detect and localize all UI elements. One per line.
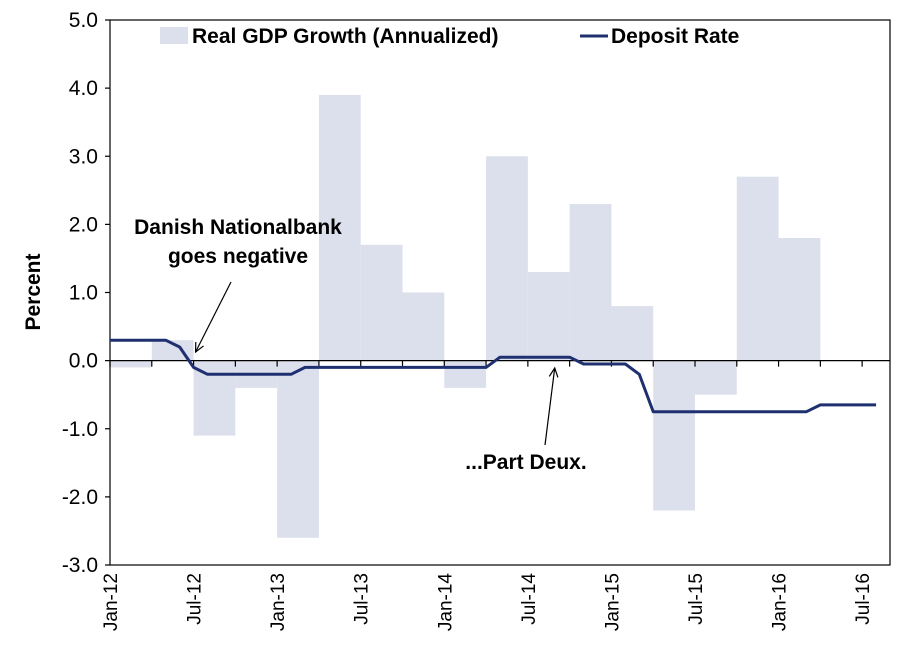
- x-tick-label: Jan-16: [770, 573, 791, 631]
- deposit-rate-line: [110, 338, 877, 414]
- annotation-part-deux-arrowhead: [548, 366, 559, 378]
- annotation-danish-arrowhead: [194, 341, 204, 354]
- y-tick-label: 4.0: [69, 77, 98, 100]
- gdp-bar: [611, 306, 654, 361]
- x-tick-labels: Jan-12 Jul-12 Jan-13 Jul-13 Jan-14 Jul-14 Jan-…: [101, 573, 874, 632]
- x-tick-label: Jan-14: [435, 573, 456, 632]
- y-tick-label: 5.0: [69, 9, 98, 32]
- y-tick-label: -2.0: [62, 486, 98, 509]
- annotation-danish-arrow: [195, 281, 232, 353]
- gdp-bar: [653, 360, 695, 511]
- x-tick-label: Jul-13: [352, 573, 373, 625]
- y-tick-label: 2.0: [69, 213, 98, 236]
- y-tick-label: -1.0: [62, 418, 98, 441]
- y-tick-marks: [105, 19, 110, 566]
- x-tick-label: Jul-14: [519, 573, 540, 625]
- y-tick-label: 1.0: [69, 282, 98, 305]
- gdp-bar: [444, 360, 487, 388]
- legend-gdp-swatch: [160, 27, 188, 44]
- x-tick-label: Jan-13: [268, 573, 289, 631]
- x-tick-label: Jul-15: [686, 573, 707, 625]
- x-tick-label: Jul-16: [853, 573, 874, 625]
- x-tick-label: Jan-12: [101, 573, 122, 631]
- gdp-bar: [527, 272, 570, 361]
- annotation-part-deux-text: ...Part Deux.: [465, 451, 586, 474]
- annotation-danish-line-2: goes negative: [168, 245, 308, 268]
- legend-deposit-label: Deposit Rate: [611, 25, 739, 48]
- y-tick-label: -3.0: [62, 554, 98, 577]
- annotation-danish-line-1: Danish Nationalbank: [134, 216, 342, 239]
- x-tick-label: Jul-12: [185, 573, 206, 625]
- legend-gdp-label: Real GDP Growth (Annualized): [192, 25, 498, 48]
- gdp-bar: [695, 360, 737, 395]
- gdp-bar: [360, 244, 403, 361]
- y-axis-title: Percent: [22, 253, 45, 330]
- annotation-part-deux-arrow: [544, 367, 556, 446]
- gdp-bar: [569, 203, 612, 361]
- gdp-bar: [277, 360, 319, 538]
- y-tick-label: 0.0: [69, 350, 98, 373]
- gdp-bar: [151, 340, 194, 361]
- gdp-bar: [736, 176, 779, 361]
- gdp-bar: [486, 156, 528, 361]
- gdp-bar: [318, 94, 361, 361]
- gdp-bar: [110, 360, 152, 368]
- bars-layer: [110, 94, 821, 538]
- annotation-danish-nationalbank: Danish Nationalbank goes negative: [134, 216, 342, 354]
- x-tick-label: Jan-15: [602, 573, 623, 631]
- y-tick-label: 3.0: [69, 145, 98, 168]
- gdp-bar: [778, 238, 821, 361]
- gdp-bar: [402, 292, 445, 361]
- y-tick-labels: 5.0 4.0 3.0 2.0 1.0 0.0 -1.0 -2.0 -3.0: [62, 9, 98, 577]
- legend: Real GDP Growth (Annualized) Deposit Rat…: [160, 25, 739, 48]
- annotation-part-deux: ...Part Deux.: [465, 366, 587, 474]
